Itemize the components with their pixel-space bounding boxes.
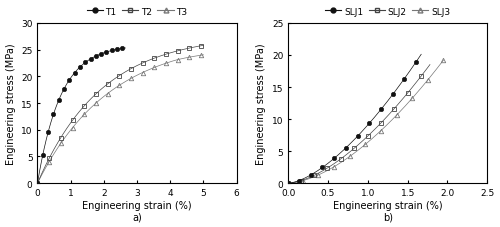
Legend: SLJ1, SLJ2, SLJ3: SLJ1, SLJ2, SLJ3: [325, 7, 450, 17]
Y-axis label: Engineering stress (MPa): Engineering stress (MPa): [256, 43, 266, 164]
Legend: T1, T2, T3: T1, T2, T3: [86, 7, 188, 17]
X-axis label: Engineering strain (%)
a): Engineering strain (%) a): [82, 200, 192, 222]
X-axis label: Engineering strain (%)
b): Engineering strain (%) b): [333, 200, 442, 222]
Y-axis label: Engineering stress (MPa): Engineering stress (MPa): [6, 43, 16, 164]
